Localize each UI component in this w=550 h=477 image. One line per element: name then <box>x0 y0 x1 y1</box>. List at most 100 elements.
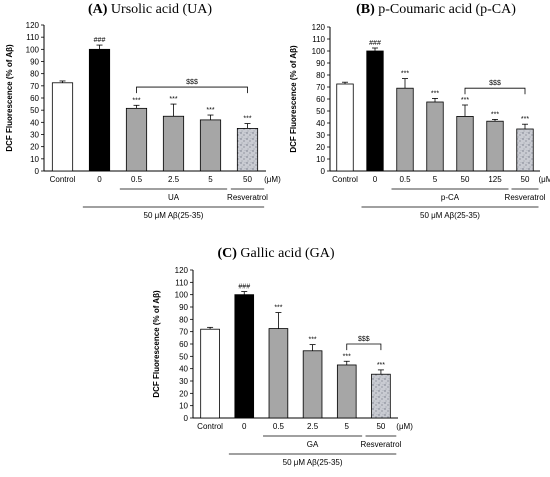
y-tick-label: 80 <box>316 71 325 80</box>
y-tick-label: 120 <box>175 266 189 275</box>
y-tick-label: 10 <box>179 402 188 411</box>
y-tick-label: 110 <box>312 35 325 44</box>
bar <box>88 48 111 172</box>
bar <box>200 328 220 419</box>
panel-a: (A) Ursolic acid (UA)0102030405060708090… <box>5 2 281 220</box>
panel-name: Gallic acid (GA) <box>240 246 334 261</box>
y-tick-label: 70 <box>316 83 325 92</box>
y-tick-label: 60 <box>316 95 325 104</box>
significance-marker: ### <box>238 284 250 291</box>
x-tick-label: 50 <box>521 175 530 184</box>
bar <box>302 350 323 419</box>
y-tick-label: 80 <box>179 315 188 324</box>
bar <box>199 119 222 172</box>
y-axis-label: DCF Fluorescence (% of Aβ) <box>5 44 14 152</box>
x-tick-label: 0 <box>97 175 102 184</box>
x-tick-label: 0 <box>373 175 378 184</box>
panel-name: p-Coumaric acid (p-CA) <box>378 2 516 17</box>
bar <box>234 294 255 419</box>
significance-marker: *** <box>431 90 439 97</box>
y-tick-label: 50 <box>179 352 188 361</box>
significance-marker: *** <box>401 71 409 78</box>
x-tick-label: 0.5 <box>131 175 143 184</box>
y-tick-label: 0 <box>321 167 326 176</box>
y-tick-label: 0 <box>35 167 40 176</box>
x-tick-label: 50 <box>376 422 385 431</box>
significance-marker: *** <box>132 97 140 104</box>
x-tick-label: 2.5 <box>307 422 319 431</box>
significance-marker: *** <box>491 111 499 118</box>
group-label: Resveratrol <box>505 193 546 202</box>
x-tick-label: 0.5 <box>273 422 285 431</box>
y-tick-label: 40 <box>179 365 188 374</box>
group-label: p-CA <box>441 193 460 202</box>
x-tick-label: Control <box>197 422 223 431</box>
significance-marker: ### <box>94 37 106 44</box>
significance-marker: *** <box>169 96 177 103</box>
bar <box>268 328 289 419</box>
unit-label: (μM) <box>396 422 413 431</box>
bar <box>162 115 185 172</box>
y-tick-label: 20 <box>179 389 188 398</box>
y-tick-label: 10 <box>316 155 325 164</box>
y-tick-label: 60 <box>30 94 39 103</box>
y-tick-label: 120 <box>312 23 326 32</box>
y-tick-label: 0 <box>184 414 189 423</box>
panel-c: (C) Gallic acid (GA)01020304050607080901… <box>152 246 413 467</box>
y-tick-label: 70 <box>179 328 188 337</box>
bar <box>396 87 414 172</box>
panel-letter: (B) <box>356 2 375 17</box>
y-tick-label: 90 <box>179 303 188 312</box>
group-label: Resveratrol <box>227 193 268 202</box>
bar <box>125 107 148 172</box>
y-axis-label: DCF Fluorescence (% of Aβ) <box>289 45 298 153</box>
x-tick-label: 5 <box>208 175 213 184</box>
bar <box>456 116 474 172</box>
significance-marker: *** <box>343 353 351 360</box>
x-tick-label: 50 <box>243 175 252 184</box>
y-tick-label: 110 <box>26 33 39 42</box>
y-tick-label: 110 <box>175 278 188 287</box>
x-tick-label: 5 <box>345 422 350 431</box>
y-tick-label: 30 <box>316 131 325 140</box>
significance-bracket <box>136 86 248 94</box>
y-axis-label: DCF Fluorescence (% of Aβ) <box>152 290 161 398</box>
y-tick-label: 40 <box>316 119 325 128</box>
y-tick-label: 100 <box>26 45 40 54</box>
bar <box>371 373 391 419</box>
significance-bracket <box>464 87 526 95</box>
bar <box>51 82 74 172</box>
y-tick-label: 80 <box>30 70 39 79</box>
group-label: Resveratrol <box>360 440 401 449</box>
bar <box>336 364 357 419</box>
x-tick-label: 0 <box>242 422 247 431</box>
significance-marker: *** <box>274 305 282 312</box>
bar <box>486 120 504 172</box>
y-tick-label: 20 <box>316 143 325 152</box>
bracket-marker: $$$ <box>489 80 501 87</box>
y-tick-label: 30 <box>179 377 188 386</box>
unit-label: (μM) <box>264 175 281 184</box>
y-tick-label: 90 <box>316 59 325 68</box>
significance-marker: *** <box>308 337 316 344</box>
significance-marker: *** <box>377 362 385 369</box>
treatment-label: 50 μM Aβ(25-35) <box>144 211 204 220</box>
y-tick-label: 100 <box>312 47 326 56</box>
y-tick-label: 60 <box>179 340 188 349</box>
y-tick-label: 50 <box>316 107 325 116</box>
y-tick-label: 90 <box>30 58 39 67</box>
panel-letter: (C) <box>217 246 237 261</box>
panel-letter: (A) <box>88 2 108 17</box>
y-tick-label: 40 <box>30 118 39 127</box>
bar <box>426 101 444 172</box>
x-tick-label: 50 <box>461 175 470 184</box>
significance-marker: *** <box>461 97 469 104</box>
panel-title: (B) p-Coumaric acid (p-CA) <box>356 2 516 17</box>
treatment-label: 50 μM Aβ(25-35) <box>420 211 480 220</box>
y-tick-label: 10 <box>30 155 39 164</box>
x-tick-label: 2.5 <box>168 175 180 184</box>
y-tick-label: 30 <box>30 131 39 140</box>
bar <box>236 128 259 172</box>
significance-marker: *** <box>243 116 251 123</box>
